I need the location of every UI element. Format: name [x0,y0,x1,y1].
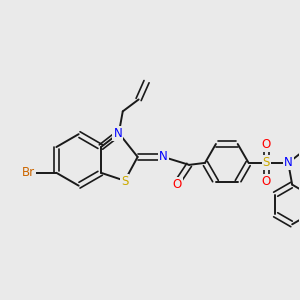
Text: N: N [284,156,292,170]
Text: S: S [263,156,270,170]
Text: Br: Br [22,166,35,179]
Text: N: N [113,127,122,140]
Text: N: N [159,150,168,164]
Text: S: S [121,175,128,188]
Text: O: O [262,175,271,188]
Text: O: O [172,178,182,191]
Text: O: O [262,138,271,151]
